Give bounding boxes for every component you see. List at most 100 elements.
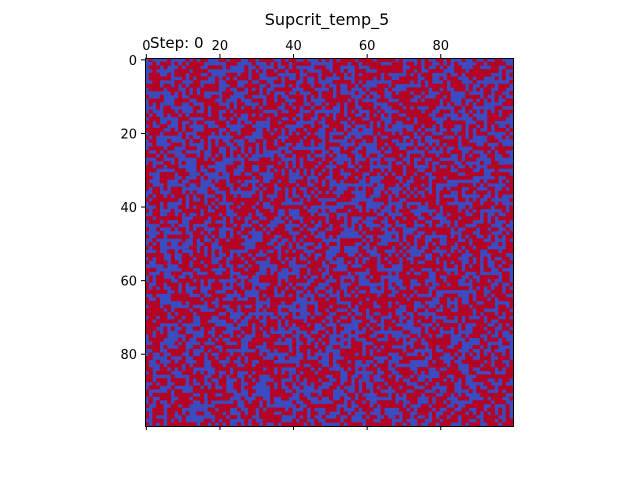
heatmap-cell xyxy=(299,208,304,213)
heatmap-cell xyxy=(156,150,161,154)
heatmap-cell xyxy=(376,308,381,313)
heatmap-cell xyxy=(479,315,484,320)
heatmap-cell xyxy=(472,124,477,129)
heatmap-cell xyxy=(428,83,433,88)
heatmap-cell xyxy=(457,80,462,85)
heatmap-cell xyxy=(325,223,330,228)
heatmap-cell xyxy=(170,311,175,316)
heatmap-cell xyxy=(362,164,367,169)
heatmap-cell xyxy=(156,219,161,224)
heatmap-cell xyxy=(369,256,374,261)
heatmap-cell xyxy=(310,326,315,331)
heatmap-cell xyxy=(259,359,264,364)
heatmap-cell xyxy=(409,157,414,162)
heatmap-cell xyxy=(384,83,389,88)
heatmap-cell xyxy=(476,264,481,269)
heatmap-cell xyxy=(181,116,186,121)
heatmap-cell xyxy=(229,131,234,136)
heatmap-cell xyxy=(181,345,186,350)
heatmap-cell xyxy=(413,345,418,350)
heatmap-cell xyxy=(373,197,378,202)
heatmap-cell xyxy=(255,172,260,177)
heatmap-cell xyxy=(148,116,153,121)
heatmap-cell xyxy=(421,315,425,320)
heatmap-cell xyxy=(284,422,289,427)
heatmap-cell xyxy=(262,337,267,342)
heatmap-cell xyxy=(156,186,161,191)
heatmap-cell xyxy=(421,264,425,269)
heatmap-cell xyxy=(214,359,219,364)
heatmap-cell xyxy=(270,286,275,291)
heatmap-cell xyxy=(214,286,219,291)
heatmap-cell xyxy=(299,396,304,401)
heatmap-cell xyxy=(358,374,363,379)
heatmap-cell xyxy=(384,300,389,305)
heatmap-cell xyxy=(343,208,348,213)
heatmap-cell xyxy=(262,297,267,302)
heatmap-cell xyxy=(398,370,403,375)
heatmap-cell xyxy=(454,76,459,81)
heatmap-cell xyxy=(321,172,326,177)
heatmap-cell xyxy=(148,183,153,188)
heatmap-cell xyxy=(314,94,319,99)
heatmap-cell xyxy=(196,253,201,258)
heatmap-cell xyxy=(196,201,201,206)
heatmap-cell xyxy=(439,94,444,99)
heatmap-cell xyxy=(487,385,492,390)
heatmap-cell xyxy=(395,304,400,309)
heatmap-cell xyxy=(380,341,385,346)
heatmap-cell xyxy=(203,275,208,280)
heatmap-cell xyxy=(409,396,414,401)
heatmap-cell xyxy=(321,164,326,169)
heatmap-cell xyxy=(384,146,389,151)
heatmap-cell xyxy=(332,161,337,166)
heatmap-cell xyxy=(237,194,241,199)
heatmap-cell xyxy=(178,227,183,232)
heatmap-cell xyxy=(203,164,208,169)
heatmap-cell xyxy=(167,87,172,92)
heatmap-cell xyxy=(178,345,183,350)
heatmap-cell xyxy=(303,356,308,361)
heatmap-cell xyxy=(306,186,311,191)
heatmap-cell xyxy=(347,146,352,151)
heatmap-cell xyxy=(365,337,370,342)
heatmap-cell xyxy=(465,219,470,224)
heatmap-cell xyxy=(409,109,414,114)
heatmap-cell xyxy=(251,337,256,342)
heatmap-cell xyxy=(233,227,238,232)
heatmap-cell xyxy=(211,322,216,327)
heatmap-cell xyxy=(487,315,492,320)
heatmap-cell xyxy=(446,216,451,221)
heatmap-cell xyxy=(273,326,278,331)
heatmap-cell xyxy=(156,201,161,206)
heatmap-cell xyxy=(189,146,194,151)
heatmap-cell xyxy=(384,153,389,158)
heatmap-cell xyxy=(369,65,374,70)
heatmap-cell xyxy=(259,407,264,412)
heatmap-cell xyxy=(273,212,278,217)
heatmap-cell xyxy=(262,164,267,169)
heatmap-cell xyxy=(380,352,385,357)
heatmap-cell xyxy=(200,249,205,254)
heatmap-cell xyxy=(310,91,315,96)
heatmap-cell xyxy=(387,348,392,353)
heatmap-cell xyxy=(365,105,370,110)
heatmap-cell xyxy=(189,201,194,206)
heatmap-cell xyxy=(409,135,414,140)
heatmap-cell xyxy=(443,271,448,276)
heatmap-cell xyxy=(332,407,337,412)
heatmap-cell xyxy=(303,400,308,405)
heatmap-cell xyxy=(270,381,275,386)
heatmap-cell xyxy=(317,330,322,335)
heatmap-cell xyxy=(446,131,451,136)
heatmap-cell xyxy=(200,396,205,401)
heatmap-cell xyxy=(325,286,330,291)
heatmap-cell xyxy=(347,363,352,368)
heatmap-cell xyxy=(421,87,425,92)
heatmap-cell xyxy=(332,264,337,269)
heatmap-cell xyxy=(266,271,271,276)
heatmap-cell xyxy=(222,334,227,338)
heatmap-cell xyxy=(391,194,396,199)
heatmap-cell xyxy=(479,124,484,129)
heatmap-cell xyxy=(509,319,514,324)
